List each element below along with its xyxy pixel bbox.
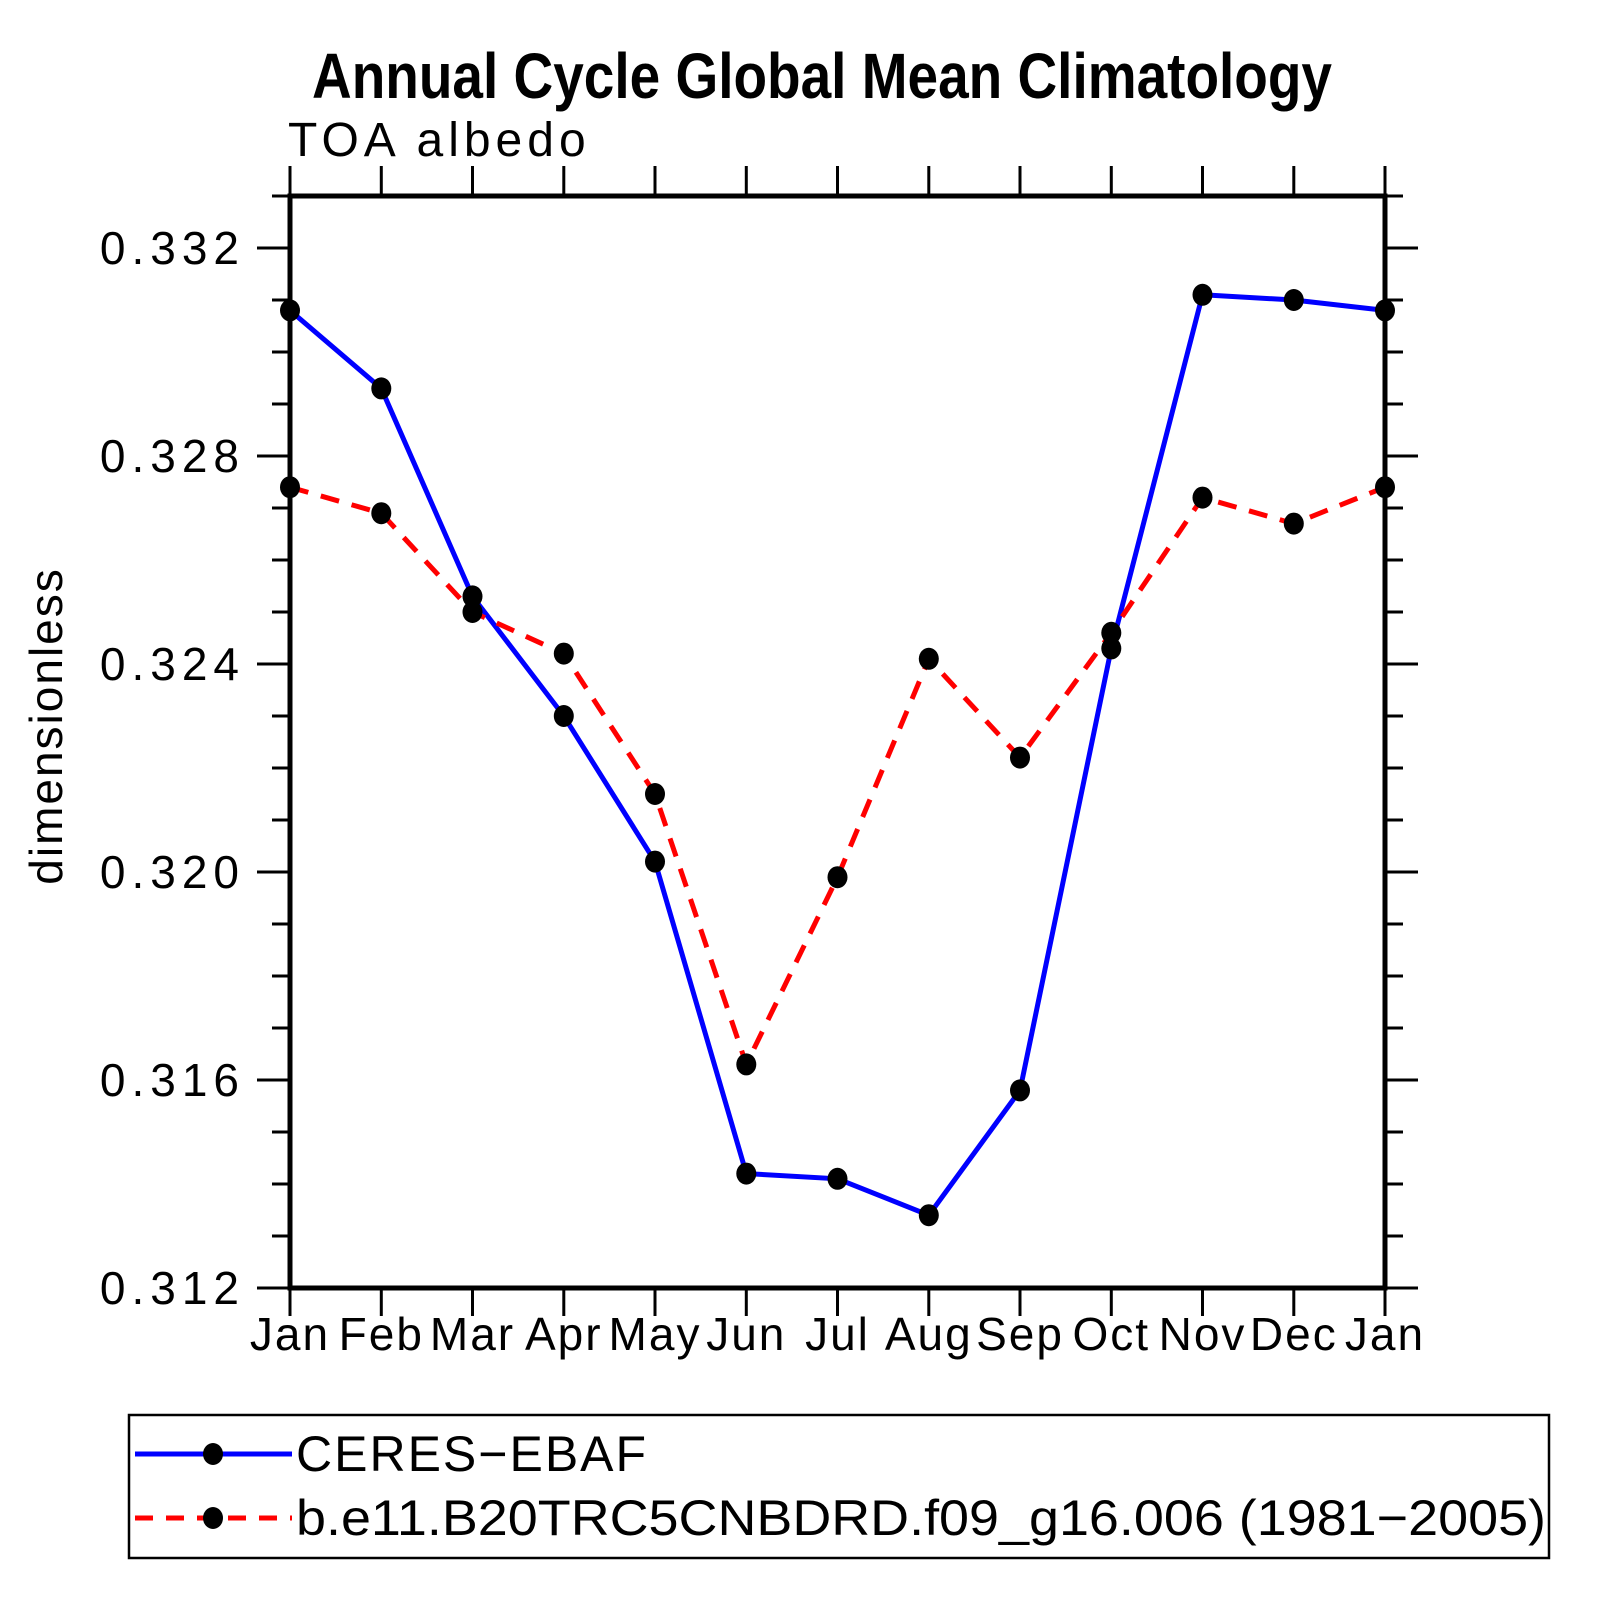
x-tick-label: Mar [430, 1308, 515, 1360]
series-line-model [289, 484, 1386, 1071]
x-tick-label: Jan [1345, 1308, 1425, 1360]
data-point-model [918, 647, 939, 670]
y-tick-label: 0.320 [100, 846, 245, 898]
y-tick-label: 0.328 [100, 430, 245, 482]
data-point-ceres-ebaf [1010, 1079, 1030, 1102]
data-point-model [645, 783, 665, 805]
data-point-ceres-ebaf [371, 377, 392, 400]
data-point-ceres-ebaf [827, 1167, 848, 1190]
x-tick-label: Dec [1250, 1308, 1338, 1360]
legend-marker-ceres-ebaf [203, 1443, 223, 1465]
data-point-model [1101, 621, 1122, 644]
data-point-ceres-ebaf [736, 1162, 757, 1185]
legend-marker-model [203, 1507, 223, 1529]
data-point-model [736, 1053, 757, 1076]
data-point-ceres-ebaf [1101, 637, 1122, 660]
legend-box [127, 1413, 1551, 1560]
data-point-model [462, 601, 483, 623]
data-point-model [371, 502, 392, 525]
data-point-model [553, 642, 574, 665]
legend-label-model: b.e11.B20TRC5CNBDRD.f09_g16.006 (1981−20… [296, 1490, 1546, 1546]
chart-title: Annual Cycle Global Mean Climatology [312, 40, 1332, 112]
x-tick-label: Jul [805, 1308, 870, 1360]
y-tick-label: 0.332 [100, 222, 245, 274]
x-tick-label: Jan [250, 1308, 330, 1360]
data-point-ceres-ebaf [918, 1204, 939, 1227]
data-point-ceres-ebaf [553, 705, 574, 727]
x-tick-label: Apr [525, 1308, 603, 1360]
x-tick-label: May [609, 1308, 702, 1360]
data-point-ceres-ebaf [645, 850, 665, 873]
x-tick-label: Oct [1073, 1308, 1151, 1360]
data-point-model [1283, 512, 1304, 535]
series-line-ceres-ebaf [288, 292, 1386, 1219]
data-point-ceres-ebaf [1192, 283, 1213, 306]
data-point-ceres-ebaf [462, 585, 483, 608]
data-series [280, 283, 1395, 1227]
data-point-ceres-ebaf [1283, 289, 1304, 311]
x-tick-label: Nov [1159, 1308, 1247, 1360]
x-tick-label: Sep [976, 1308, 1064, 1360]
data-point-model [1010, 746, 1030, 769]
plot-frame [287, 193, 1388, 1291]
y-axis-title: dimensionless [20, 567, 72, 884]
x-tick-label: Jun [706, 1308, 786, 1360]
legend-label-ceres-ebaf: CERES−EBAF [296, 1426, 648, 1482]
y-tick-label: 0.324 [100, 638, 245, 690]
x-tick-label: Aug [885, 1308, 973, 1360]
legend: CERES−EBAF b.e11.B20TRC5CNBDRD.f09_g16.0… [127, 1413, 1551, 1560]
axis-ticks [257, 166, 1418, 1316]
data-point-model [827, 866, 848, 889]
y-tick-label: 0.312 [100, 1262, 245, 1314]
y-tick-label: 0.316 [100, 1054, 245, 1106]
x-tick-label: Feb [339, 1308, 424, 1360]
data-point-model [1192, 486, 1213, 509]
chart-subtitle: TOA albedo [288, 114, 591, 167]
